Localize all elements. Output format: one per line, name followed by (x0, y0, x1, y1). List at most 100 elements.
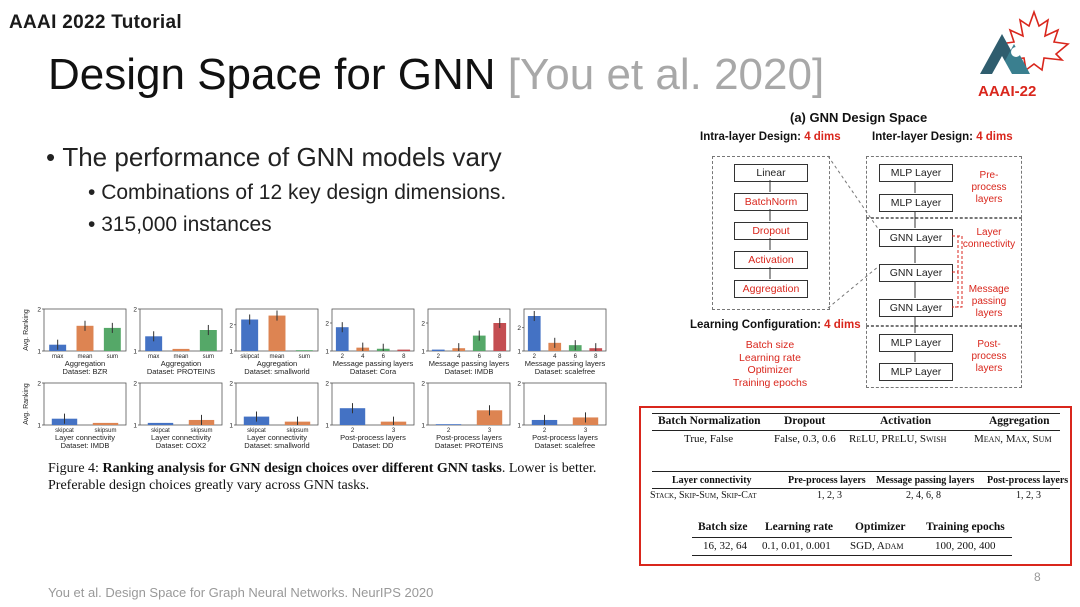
x-tick-label: 8 (594, 354, 598, 360)
panel-dataset-label: Dataset: scalefree (535, 441, 595, 450)
th-aggregation: Aggregation (989, 415, 1050, 427)
td-dropout: False, 0.3, 0.6 (774, 433, 836, 445)
x-tick-label: 4 (553, 354, 557, 360)
x-tick-label: 8 (402, 354, 406, 360)
y-tick-label: 2 (133, 381, 137, 388)
y-tick-label: 1 (37, 423, 41, 430)
td-optimizer: SGD, Adam (850, 540, 904, 552)
x-tick-label: skipsum (190, 428, 212, 434)
maple-leaf-logo-icon: AAAI-22 (978, 9, 1070, 100)
panel-dataset-label: Dataset: Cora (350, 367, 397, 376)
aggregation-box: Aggregation (734, 280, 808, 298)
intra-layer-dims: 4 dims (804, 131, 841, 143)
y-tick-label: 1 (517, 349, 521, 356)
bar (397, 349, 411, 351)
learning-item-learning-rate: Learning rate (739, 351, 801, 364)
x-tick-label: sum (203, 354, 214, 360)
x-tick-label: 6 (478, 354, 482, 360)
th-message-passing-layers: Message passing layers (876, 475, 975, 486)
page-number: 8 (1034, 570, 1041, 584)
panel-xlabel: Layer connectivity (247, 433, 307, 442)
x-tick-label: skipcat (240, 354, 259, 360)
td-learning-rate: 0.1, 0.01, 0.001 (762, 540, 831, 552)
learning-config-header: Learning Configuration: 4 dims (690, 319, 861, 331)
bar (472, 335, 486, 351)
bar (268, 315, 286, 351)
panel-dataset-label: Dataset: PROTEINS (147, 367, 215, 376)
table-rule-3 (652, 488, 1060, 489)
x-tick-label: skipsum (286, 428, 308, 434)
x-tick-label: mean (77, 354, 92, 360)
intra-layer-frame (712, 156, 830, 310)
th-dropout: Dropout (784, 415, 826, 427)
bar (241, 319, 259, 351)
bullet-list: • The performance of GNN models vary • C… (46, 142, 506, 237)
x-tick-label: 6 (574, 354, 578, 360)
y-tick-label: 1 (421, 349, 425, 356)
x-tick-label: 2 (351, 428, 355, 434)
x-tick-label: mean (269, 354, 284, 360)
gnn-layer-box-2: GNN Layer (879, 264, 953, 282)
panel-xlabel: Message passing layers (333, 359, 414, 368)
bar (527, 316, 541, 351)
figure-caption: Figure 4: Ranking analysis for GNN desig… (48, 460, 628, 494)
panel-xlabel: Aggregation (257, 359, 297, 368)
panel-xlabel: Layer connectivity (55, 433, 115, 442)
inter-layer-header: Inter-layer Design: 4 dims (872, 131, 1013, 143)
bar (295, 350, 313, 351)
th-activation: Activation (880, 415, 932, 427)
y-tick-label: 2 (517, 381, 521, 388)
td-batch-size: 16, 32, 64 (703, 540, 747, 552)
logo-text: AAAI-22 (978, 83, 1036, 100)
table-rule-bottom (692, 555, 1012, 556)
bar (103, 327, 121, 351)
th-post-process-layers: Post-process layers (987, 475, 1069, 486)
panel-frame (43, 382, 127, 426)
x-tick-label: skipcat (247, 428, 266, 434)
title-main: Design Space for GNN (48, 50, 496, 99)
mlp-layer-box-3: MLP Layer (879, 334, 953, 352)
td-batch-normalization: True, False (684, 433, 734, 445)
td-aggregation: Mean, Max, Sum (974, 433, 1052, 445)
post-process-label: Post-process layers (971, 339, 1007, 374)
bar (172, 348, 190, 351)
th-batch-normalization: Batch Normalization (658, 415, 761, 427)
panel-dataset-label: Dataset: COX2 (156, 441, 206, 450)
th-training-epochs: Training epochs (926, 521, 1005, 533)
y-tick-label: 2 (421, 321, 425, 328)
bullet-sub-2-text: 315,000 instances (101, 213, 272, 236)
th-batch-size: Batch size (698, 521, 748, 533)
panel-xlabel: Layer connectivity (151, 433, 211, 442)
learning-config-dims: 4 dims (824, 319, 861, 331)
table-rule-4 (692, 537, 1012, 538)
learning-item-optimizer: Optimizer (747, 364, 793, 376)
bar (335, 327, 349, 351)
td-pre-process-layers: 1, 2, 3 (817, 490, 842, 501)
y-tick-label: 1 (421, 423, 425, 430)
y-tick-label: 2 (325, 321, 329, 328)
diagram-connectors (769, 155, 963, 362)
bar (92, 422, 119, 425)
panel-xlabel: Aggregation (65, 359, 105, 368)
panel-dataset-label: Dataset: PROTEINS (435, 441, 503, 450)
x-tick-label: mean (173, 354, 188, 360)
y-tick-label: 2 (325, 381, 329, 388)
y-tick-label: 1 (133, 349, 137, 356)
panel-xlabel: Post-process layers (532, 433, 598, 442)
td-training-epochs: 100, 200, 400 (935, 540, 996, 552)
y-tick-label: 1 (133, 423, 137, 430)
gnn-layer-box-1: GNN Layer (879, 229, 953, 247)
intra-layer-header: Intra-layer Design: 4 dims (700, 131, 841, 143)
footer-reference: You et al. Design Space for Graph Neural… (48, 585, 434, 600)
td-message-passing-layers: 2, 4, 6, 8 (906, 490, 941, 501)
y-axis-label: Avg. Ranking (23, 383, 30, 425)
th-learning-rate: Learning rate (765, 521, 834, 533)
x-tick-label: 2 (341, 354, 345, 360)
bar (76, 325, 94, 351)
y-tick-label: 1 (229, 349, 233, 356)
pre-process-frame (866, 156, 1022, 218)
y-tick-label: 2 (517, 325, 521, 332)
panel-xlabel: Aggregation (161, 359, 201, 368)
inter-layer-label: Inter-layer Design: (872, 131, 973, 143)
